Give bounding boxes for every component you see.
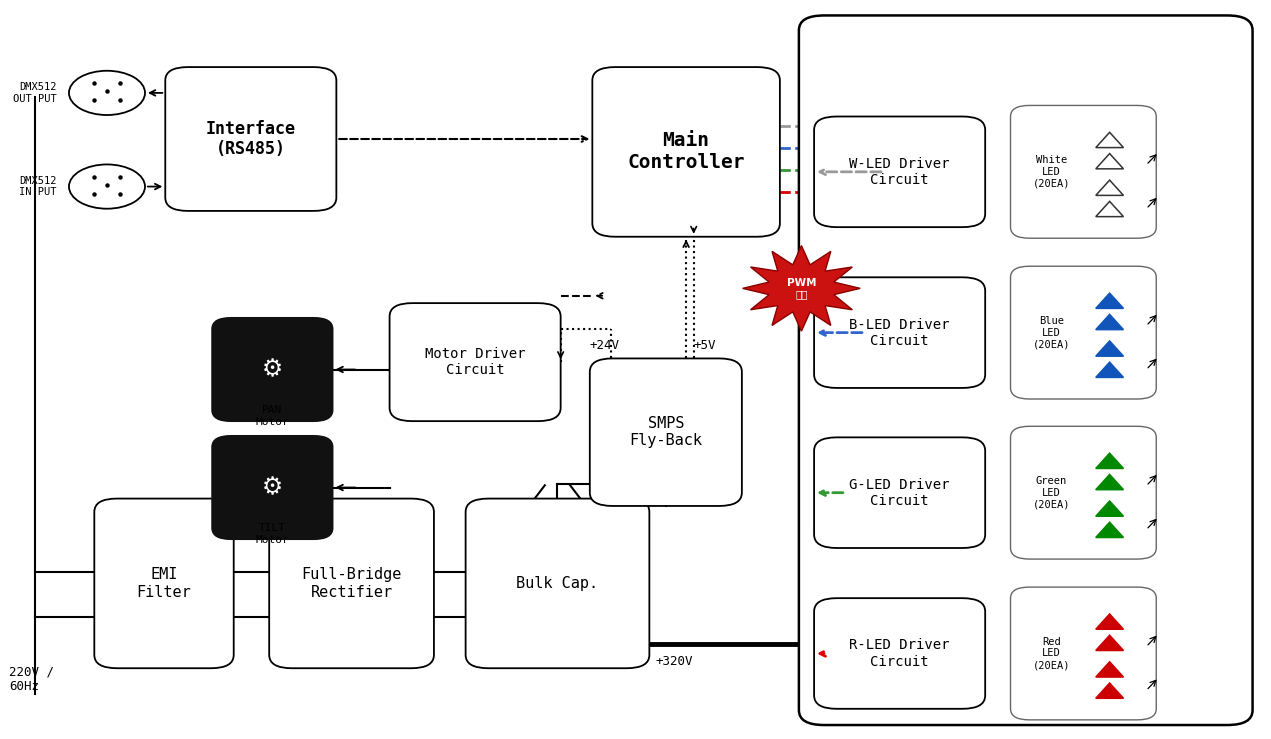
Polygon shape — [1096, 453, 1124, 469]
FancyBboxPatch shape — [815, 598, 985, 709]
Polygon shape — [1096, 180, 1124, 195]
FancyBboxPatch shape — [815, 277, 985, 388]
FancyBboxPatch shape — [815, 437, 985, 548]
FancyBboxPatch shape — [1010, 266, 1157, 399]
Polygon shape — [1096, 154, 1124, 168]
Text: ⚙: ⚙ — [262, 358, 283, 381]
Text: +5V: +5V — [694, 338, 717, 352]
Text: B-LED Driver
Circuit: B-LED Driver Circuit — [849, 318, 949, 348]
Polygon shape — [1096, 314, 1124, 330]
FancyBboxPatch shape — [165, 67, 337, 211]
Text: Interface
(RS485): Interface (RS485) — [206, 120, 296, 158]
Text: R-LED Driver
Circuit: R-LED Driver Circuit — [849, 638, 949, 669]
Polygon shape — [1096, 474, 1124, 490]
Polygon shape — [1096, 341, 1124, 356]
Text: PWM
디밀: PWM 디밀 — [787, 278, 816, 299]
Text: EMI
Filter: EMI Filter — [137, 568, 192, 599]
FancyBboxPatch shape — [799, 16, 1252, 725]
Text: Full-Bridge
Rectifier: Full-Bridge Rectifier — [301, 568, 402, 599]
Text: DMX512
IN PUT: DMX512 IN PUT — [19, 176, 56, 197]
Polygon shape — [1096, 201, 1124, 217]
Polygon shape — [742, 245, 860, 331]
Text: ⚙: ⚙ — [262, 475, 283, 500]
FancyBboxPatch shape — [465, 499, 649, 668]
Text: 220V /
60Hz: 220V / 60Hz — [9, 665, 55, 693]
FancyBboxPatch shape — [94, 499, 234, 668]
Text: TILT
Motor: TILT Motor — [255, 523, 290, 545]
Text: Motor Driver
Circuit: Motor Driver Circuit — [425, 347, 525, 377]
Polygon shape — [1096, 132, 1124, 148]
Text: +24V: +24V — [590, 338, 620, 352]
Polygon shape — [1096, 614, 1124, 629]
FancyBboxPatch shape — [815, 117, 985, 227]
FancyBboxPatch shape — [1010, 587, 1157, 720]
FancyBboxPatch shape — [1010, 426, 1157, 559]
FancyBboxPatch shape — [269, 499, 433, 668]
Text: White
LED
(20EA): White LED (20EA) — [1032, 155, 1070, 188]
Polygon shape — [1096, 636, 1124, 650]
FancyBboxPatch shape — [1010, 106, 1157, 238]
Text: Blue
LED
(20EA): Blue LED (20EA) — [1032, 316, 1070, 350]
FancyBboxPatch shape — [212, 318, 333, 421]
FancyBboxPatch shape — [390, 303, 561, 421]
Text: W-LED Driver
Circuit: W-LED Driver Circuit — [849, 157, 949, 187]
Text: PAN
Motor: PAN Motor — [255, 406, 290, 427]
Text: +320V: +320V — [656, 655, 693, 668]
Text: Bulk Cap.: Bulk Cap. — [516, 576, 599, 591]
FancyBboxPatch shape — [212, 436, 333, 539]
Text: DMX512
OUT PUT: DMX512 OUT PUT — [13, 82, 56, 103]
Polygon shape — [1096, 293, 1124, 308]
Polygon shape — [1096, 362, 1124, 378]
FancyBboxPatch shape — [592, 67, 780, 236]
Polygon shape — [1096, 501, 1124, 517]
Text: SMPS
Fly-Back: SMPS Fly-Back — [629, 416, 703, 449]
Polygon shape — [1096, 683, 1124, 698]
FancyBboxPatch shape — [590, 358, 742, 506]
Polygon shape — [1096, 662, 1124, 677]
Text: Red
LED
(20EA): Red LED (20EA) — [1032, 637, 1070, 670]
Text: Main
Controller: Main Controller — [628, 132, 745, 172]
Text: G-LED Driver
Circuit: G-LED Driver Circuit — [849, 477, 949, 508]
Polygon shape — [1096, 522, 1124, 537]
Text: Green
LED
(20EA): Green LED (20EA) — [1032, 476, 1070, 509]
